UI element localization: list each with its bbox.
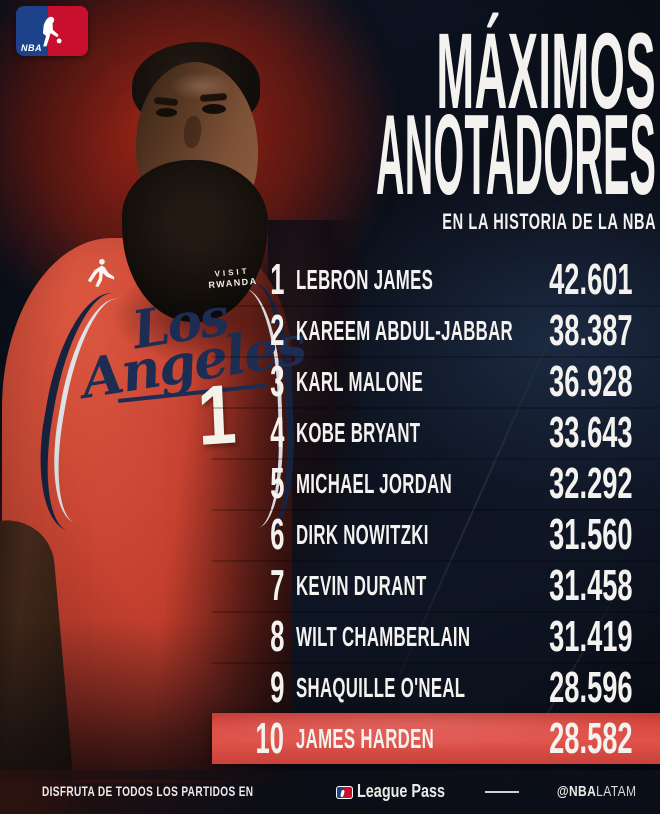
rank-number: 3 [269,357,284,406]
title-line2: ANOTADORES [375,92,656,219]
points-value: 36.928 [549,357,633,406]
player-name: KARL MALONE [296,366,424,397]
promo-text: DISFRUTA DE TODOS LOS PARTIDOS EN [42,783,254,799]
points-value: 31.560 [549,510,633,559]
player-name: KOBE BRYANT [296,417,421,448]
points-value: 28.582 [549,714,633,763]
points-value: 28.596 [549,663,633,712]
points-value: 38.387 [549,306,633,355]
table-row: 2 KAREEM ABDUL-JABBAR 38.387 [212,305,660,358]
league-pass-label: League Pass [356,781,445,801]
jumpman-icon [87,258,115,288]
player-name: KEVIN DURANT [296,570,427,601]
social-handle: @NBALATAM [556,783,636,801]
rank-number: 5 [269,459,284,508]
nba-logo-red-half [48,6,88,56]
nba-small-red-half [340,786,352,798]
player-name: DIRK NOWITZKI [296,519,429,550]
rank-number: 8 [269,612,284,661]
player-name: LEBRON JAMES [296,264,434,295]
social-handle-light: LATAM [595,783,636,800]
eye [202,104,226,114]
rank-number: 6 [269,510,284,559]
points-value: 42.601 [549,255,633,304]
player-beard [122,160,268,322]
nba-small-silhouette [340,789,346,797]
nba-logo-blue-half [16,6,49,56]
title-line1: MÁXIMOS [436,10,656,131]
points-value: 33.643 [549,408,633,457]
table-row: 9 SHAQUILLE O'NEAL 28.596 [212,662,660,715]
table-row-highlighted: 10 JAMES HARDEN 28.582 [212,713,660,764]
table-row: 3 KARL MALONE 36.928 [212,356,660,409]
rank-number: 10 [255,714,284,763]
points-value: 31.458 [549,561,633,610]
nba-league-pass-icon [335,785,353,799]
footer-bar: DISFRUTA DE TODOS LOS PARTIDOS EN League… [0,770,660,814]
page-title: MÁXIMOS ANOTADORES EN LA HISTORIA DE LA … [0,10,656,234]
table-row: 4 KOBE BRYANT 33.643 [212,407,660,460]
player-name: KAREEM ABDUL-JABBAR [296,315,513,346]
social-handle-bold: @NBA [556,783,596,800]
nba-logo-icon: NBA [16,6,88,56]
points-value: 31.419 [549,612,633,661]
rank-number: 4 [269,408,284,457]
table-row: 5 MICHAEL JORDAN 32.292 [212,458,660,511]
player-name: SHAQUILLE O'NEAL [296,672,466,703]
table-row: 8 WILT CHAMBERLAIN 31.419 [212,611,660,664]
points-value: 32.292 [549,459,633,508]
rank-number: 7 [269,561,284,610]
table-row: 1 LEBRON JAMES 42.601 [212,254,660,307]
player-name: WILT CHAMBERLAIN [296,621,471,652]
rank-number: 1 [269,255,284,304]
player-name: MICHAEL JORDAN [296,468,453,499]
rank-number: 2 [269,306,284,355]
nba-logo-player-silhouette [42,16,62,47]
player-head [118,42,270,322]
nba-small-blue-half [336,786,344,798]
eye [156,108,177,117]
title-subtitle: EN LA HISTORIA DE LA NBA [441,209,656,234]
nba-wordmark: NBA [21,43,42,53]
table-row: 6 DIRK NOWITZKI 31.560 [212,509,660,562]
rank-number: 9 [269,663,284,712]
player-name: JAMES HARDEN [296,723,435,754]
table-row: 7 KEVIN DURANT 31.458 [212,560,660,613]
footer-divider-line [484,791,519,793]
